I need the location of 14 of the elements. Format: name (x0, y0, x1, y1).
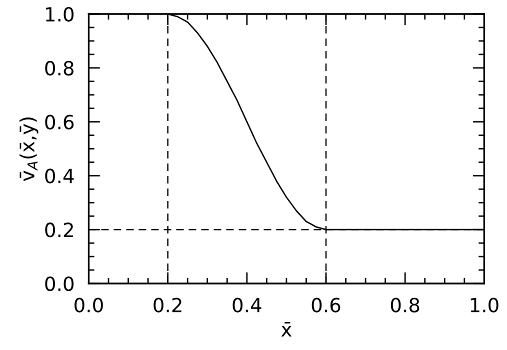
y-tick-label: 0.0 (45, 276, 74, 292)
y-tick-label: 0.8 (45, 60, 74, 76)
x-tick-label: 0.8 (390, 298, 420, 312)
x-tick-label: 1.0 (470, 298, 498, 312)
y-tick-label: 1.0 (46, 6, 74, 22)
y-tick-label: 0.6 (45, 114, 74, 130)
x-tick-label: 0.6 (312, 298, 340, 312)
x-axis-title: x̄ (281, 322, 292, 337)
y-axis-title: v̄$_{A}$(x̄,ȳ) (19, 117, 38, 182)
y-tick-label: 0.2 (45, 222, 73, 238)
x-tick-label: 0.4 (232, 298, 262, 312)
y-tick-label: 0.4 (45, 168, 74, 184)
x-tick-label: 0.0 (74, 298, 103, 312)
x-tick-label: 0.2 (154, 298, 182, 312)
